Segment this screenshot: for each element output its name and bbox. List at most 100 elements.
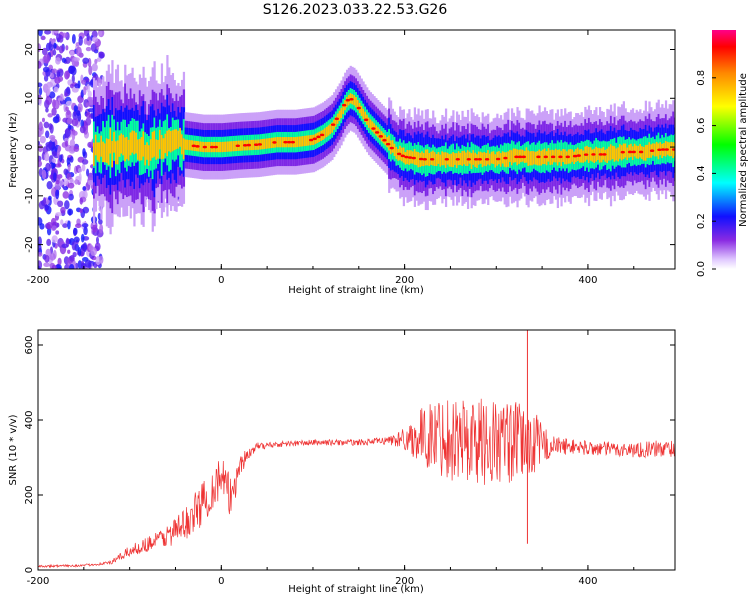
spectral-peak xyxy=(550,155,556,159)
spectral-cell xyxy=(45,162,51,172)
spectral-cell xyxy=(58,174,63,179)
spectral-cell xyxy=(492,151,495,165)
spectral-cell xyxy=(38,97,42,106)
spectral-cell xyxy=(63,168,69,176)
spectral-cell xyxy=(49,91,56,99)
spectral-peak xyxy=(202,145,208,149)
spectral-cell xyxy=(582,150,585,163)
spectral-cell xyxy=(146,142,149,160)
spectral-cell xyxy=(38,87,43,96)
spectral-cell xyxy=(98,142,101,162)
spectral-cell xyxy=(86,33,90,42)
spectral-cell xyxy=(70,66,77,76)
spectral-cell xyxy=(252,139,255,151)
spectral-cell xyxy=(102,141,105,163)
spectral-cell xyxy=(294,137,297,148)
spectral-cell xyxy=(298,136,301,147)
spectral-peak xyxy=(404,155,409,159)
spectral-cell xyxy=(653,143,657,157)
spectral-cell xyxy=(58,179,64,187)
spectral-cell xyxy=(38,30,43,37)
colorbar-label: Normalized spectral amplitude xyxy=(738,73,749,227)
spectral-cell xyxy=(41,47,48,56)
spectral-cell xyxy=(52,49,57,56)
spectral-cell xyxy=(113,131,116,153)
spectral-cell xyxy=(78,172,82,183)
x-tick-label: 200 xyxy=(395,275,414,286)
spectral-peak xyxy=(517,155,523,159)
spectral-peak xyxy=(213,145,219,149)
spectral-cell xyxy=(404,152,407,165)
spectral-peak xyxy=(253,143,259,147)
spectral-cell xyxy=(300,136,303,147)
spectral-cell xyxy=(166,130,169,157)
spectral-cell xyxy=(51,264,57,269)
spectral-cell xyxy=(439,154,442,167)
spectral-cell xyxy=(479,151,483,164)
spectral-cell xyxy=(73,105,78,112)
spectral-cell xyxy=(476,154,479,168)
spectral-peak xyxy=(400,154,405,158)
spectral-cell xyxy=(342,103,345,115)
spectral-cell xyxy=(432,150,435,166)
spectral-cell xyxy=(125,136,129,160)
spectral-peak xyxy=(209,145,215,149)
spectral-cell xyxy=(77,167,83,173)
spectral-cell xyxy=(448,154,451,167)
spectral-peak xyxy=(514,155,519,159)
spectral-cell xyxy=(68,193,74,201)
spectral-cell xyxy=(400,147,404,162)
spectral-cell xyxy=(44,152,50,162)
colorbar-gradient xyxy=(712,30,736,269)
spectral-cell xyxy=(367,117,371,128)
spectral-cell xyxy=(69,83,74,89)
spectral-peak xyxy=(378,135,383,138)
spectrogram-frame xyxy=(37,29,676,270)
spectral-cell xyxy=(84,259,92,268)
spectral-cell xyxy=(46,143,52,152)
spectral-cell xyxy=(133,130,136,155)
spectral-peak xyxy=(657,148,662,152)
spectral-cell xyxy=(80,262,86,269)
spectral-cell xyxy=(49,253,56,261)
spectral-cell xyxy=(613,146,616,162)
spectral-peak xyxy=(583,153,589,156)
spectral-cell xyxy=(45,130,50,139)
spectral-cell xyxy=(338,110,341,121)
spectral-cell xyxy=(127,139,131,161)
colorbar-tick-label: 0.8 xyxy=(696,70,707,86)
spectral-cell xyxy=(560,150,563,167)
spectral-peak xyxy=(631,150,636,154)
spectral-peak xyxy=(543,155,548,159)
spectral-cell xyxy=(463,150,466,165)
spectral-cell xyxy=(276,137,279,148)
spectral-cell xyxy=(595,146,598,162)
spectral-cell xyxy=(617,147,620,162)
spectral-cell xyxy=(118,135,121,157)
spectral-cell xyxy=(179,127,182,147)
spectral-cell xyxy=(345,97,349,108)
spectral-cell xyxy=(670,141,673,157)
spectral-peak xyxy=(349,97,354,101)
spectral-cell xyxy=(99,223,104,234)
spectral-cell xyxy=(206,141,209,153)
spectral-cell xyxy=(73,227,78,236)
spectral-cell xyxy=(136,139,140,160)
spectral-cell xyxy=(46,86,51,96)
spectral-cell xyxy=(364,111,367,122)
spectral-peak xyxy=(664,148,669,151)
spectral-cell xyxy=(63,185,69,191)
spectral-cell xyxy=(179,129,182,168)
snr-x-ticks: -200 0 200 400 xyxy=(27,330,635,587)
spectral-peak xyxy=(286,140,292,144)
spectral-cell xyxy=(64,92,68,97)
spectral-cell xyxy=(177,130,180,149)
spectral-cell xyxy=(47,113,53,118)
spectral-cell xyxy=(95,236,99,244)
spectral-cell xyxy=(230,141,233,152)
spectral-cell xyxy=(391,140,395,153)
spectral-peak xyxy=(466,157,471,161)
spectral-cell xyxy=(217,141,220,153)
spectral-cell xyxy=(103,143,107,163)
spectral-cell xyxy=(54,163,62,168)
